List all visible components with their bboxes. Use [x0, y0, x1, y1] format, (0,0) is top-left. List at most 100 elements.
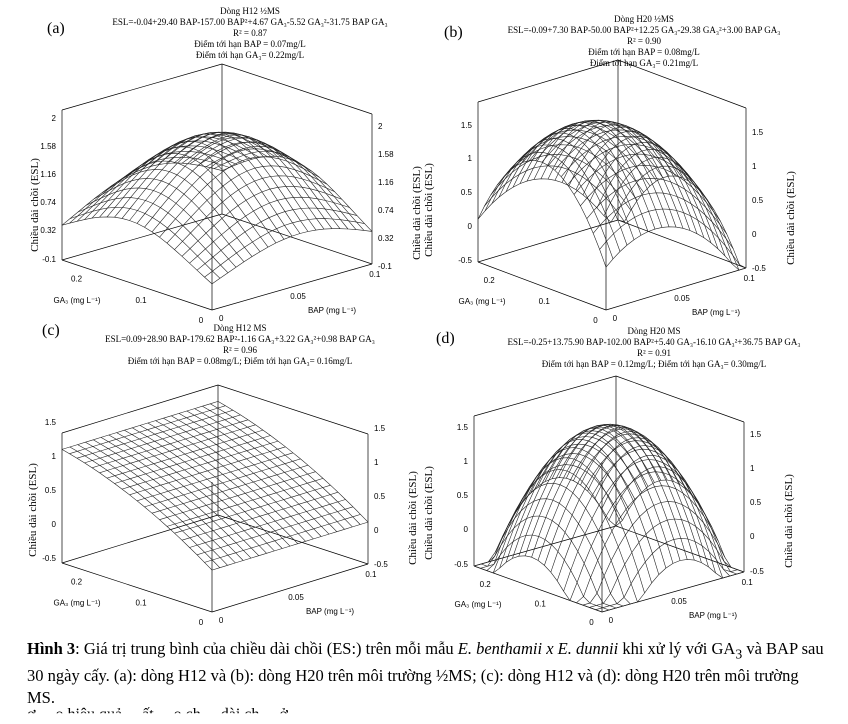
plot-box-edge: [617, 219, 747, 269]
surface-grid-line: [496, 144, 638, 201]
surface-grid-line: [139, 425, 291, 547]
header-line: Dòng H20 ½MS: [614, 14, 674, 24]
bap-axis-title: BAP (mg L⁻¹): [306, 607, 354, 616]
surface-grid-line: [589, 142, 719, 250]
surface-grid-line: [522, 121, 664, 178]
header-line: Điểm tới hạn GA₃= 0.22mg/L: [195, 50, 305, 60]
surface-grid-line: [490, 154, 632, 211]
surface-grid-line: [484, 151, 614, 260]
header-line: R² = 0.87: [232, 28, 268, 38]
plot-box-edge: [615, 375, 745, 423]
ga-tick-label: 0: [199, 316, 204, 325]
ga-axis-title: GA₃ (mg L⁻¹): [53, 599, 100, 608]
panel-b: (b) Dòng H20 ½MS ESL=-0.09+7.30 BAP-50.0…: [423, 0, 848, 325]
ga-tick-label: 0.1: [135, 296, 147, 305]
surface-grid-line: [477, 178, 619, 223]
y-axis-label-right: Chiều dài chồi (ESL): [783, 474, 795, 568]
surface-grid-line: [194, 408, 345, 530]
z-tick-label-left: 1.58: [40, 142, 56, 151]
z-tick-label-right: 1.5: [752, 128, 764, 137]
surface-grid-line: [498, 138, 628, 246]
plot-box-edge: [61, 213, 223, 261]
caption-lead: Hình 3: [27, 639, 76, 658]
z-tick-label-left: -0.1: [42, 255, 56, 264]
cut-off-text-line: ơ ... o hiệu quả ... ất ... o ch ... dài…: [27, 706, 304, 723]
figure-caption: Hình 3: Giá trị trung bình của chiều dài…: [27, 638, 827, 709]
z-tick-label-right: -0.5: [752, 264, 766, 273]
bap-tick-label: 0.05: [290, 292, 306, 301]
surface-grid-line: [189, 137, 341, 229]
z-tick-label-right: 1: [752, 162, 757, 171]
surface-grid-line: [217, 401, 369, 523]
plot-box-edge: [605, 267, 747, 311]
surface-grid-line: [99, 424, 256, 474]
y-axis-label-left: Chiều dài chồi (ESL): [423, 466, 435, 560]
surface-grid-line: [473, 477, 617, 567]
surface-grid-line: [149, 133, 301, 234]
surface-grid-line: [133, 141, 285, 240]
plot-box-edge: [217, 514, 369, 565]
plot-box-edge: [615, 525, 745, 573]
surface-grid-line: [61, 162, 223, 226]
surface-grid-line: [582, 135, 712, 244]
header-line: ESL=0.09+28.90 BAP-179.62 BAP²-1.16 GA₃+…: [105, 334, 375, 344]
z-tick-label-left: 1.5: [45, 418, 57, 427]
surface-grid-line: [582, 501, 726, 606]
header-line: Điểm tới hạn BAP = 0.08mg/L; Điểm tới hạ…: [127, 356, 353, 366]
surface-grid-line: [91, 419, 249, 469]
surface-grid-line: [163, 417, 314, 540]
z-tick-label-left: 1: [468, 154, 473, 163]
surface-grid-line: [205, 145, 357, 230]
surface-grid-line: [568, 126, 698, 234]
surface-grid-line: [69, 405, 226, 454]
bap-tick-label: 0.1: [365, 570, 377, 579]
surface-grid-line: [147, 422, 299, 544]
z-tick-label-left: 0.74: [40, 198, 56, 207]
surface-grid-line: [91, 140, 253, 219]
surface-grid-line: [554, 121, 684, 229]
bap-tick-label: 0.05: [671, 597, 687, 606]
z-tick-label-right: 0.5: [752, 196, 764, 205]
panel-header: Dòng H12 ½MS ESL=-0.04+29.40 BAP-157.00 …: [40, 6, 460, 61]
panel-header: Dòng H20 ½MS ESL=-0.09+7.30 BAP-50.00 BA…: [454, 14, 834, 69]
plot-box-edge: [61, 514, 219, 564]
surface-grid-line: [492, 443, 636, 574]
surface-plot: 2 2 1.58 1.58 1.16 1.16 0.74 0.74 0.32 0.32 -0.1 -0…: [29, 63, 423, 325]
z-tick-label-left: 1.16: [40, 170, 56, 179]
plot-box-edge: [473, 525, 617, 567]
ga-tick-label: 0.2: [71, 577, 83, 586]
plot-box-edge: [477, 59, 619, 103]
surface-grid-line: [535, 119, 676, 177]
surface-grid-line: [503, 136, 644, 193]
z-tick-label-left: 0: [464, 525, 469, 534]
header-line: R² = 0.91: [636, 348, 672, 358]
ga-tick-label: 0: [593, 316, 598, 325]
ga-tick-label: 0.2: [484, 276, 496, 285]
plot-box-edge: [211, 263, 373, 311]
z-tick-label-left: 0.5: [45, 486, 57, 495]
surface-grid-line: [573, 427, 702, 563]
plot-box-edge: [61, 384, 219, 434]
surface-grid-line: [99, 136, 260, 218]
z-tick-label-right: 0: [750, 532, 755, 541]
surface-grid-line: [202, 405, 353, 528]
panel-letter: (d): [436, 330, 455, 347]
surface-grid-line: [608, 466, 738, 575]
surface-grid-line: [69, 156, 230, 224]
z-tick-label-left: 0: [468, 222, 473, 231]
caption-text: và BAP sau 30 ngày cấy. (a): dòng H12 và…: [27, 639, 824, 708]
header-line: ESL=-0.09+7.30 BAP-50.00 BAP²+12.25 GA₃-…: [507, 25, 781, 35]
caption-text: : Giá trị trung bình của chiều dài chồi …: [75, 639, 458, 658]
z-tick-label-left: 2: [52, 114, 57, 123]
surface-grid-line: [114, 435, 271, 484]
surface-grid-line: [615, 479, 745, 573]
bap-tick-label: 0: [609, 616, 614, 625]
surface-grid-line: [528, 119, 670, 177]
surface-grid-line: [491, 144, 621, 252]
ga-tick-label: 0.2: [71, 275, 83, 284]
surface-grid-line: [524, 423, 668, 556]
plot-box-edge: [617, 59, 747, 109]
header-line: Điểm tới hạn BAP = 0.12mg/L; Điểm tới hạ…: [541, 359, 767, 369]
surface-grid-line: [512, 426, 655, 559]
surface-grid-line: [165, 131, 317, 231]
